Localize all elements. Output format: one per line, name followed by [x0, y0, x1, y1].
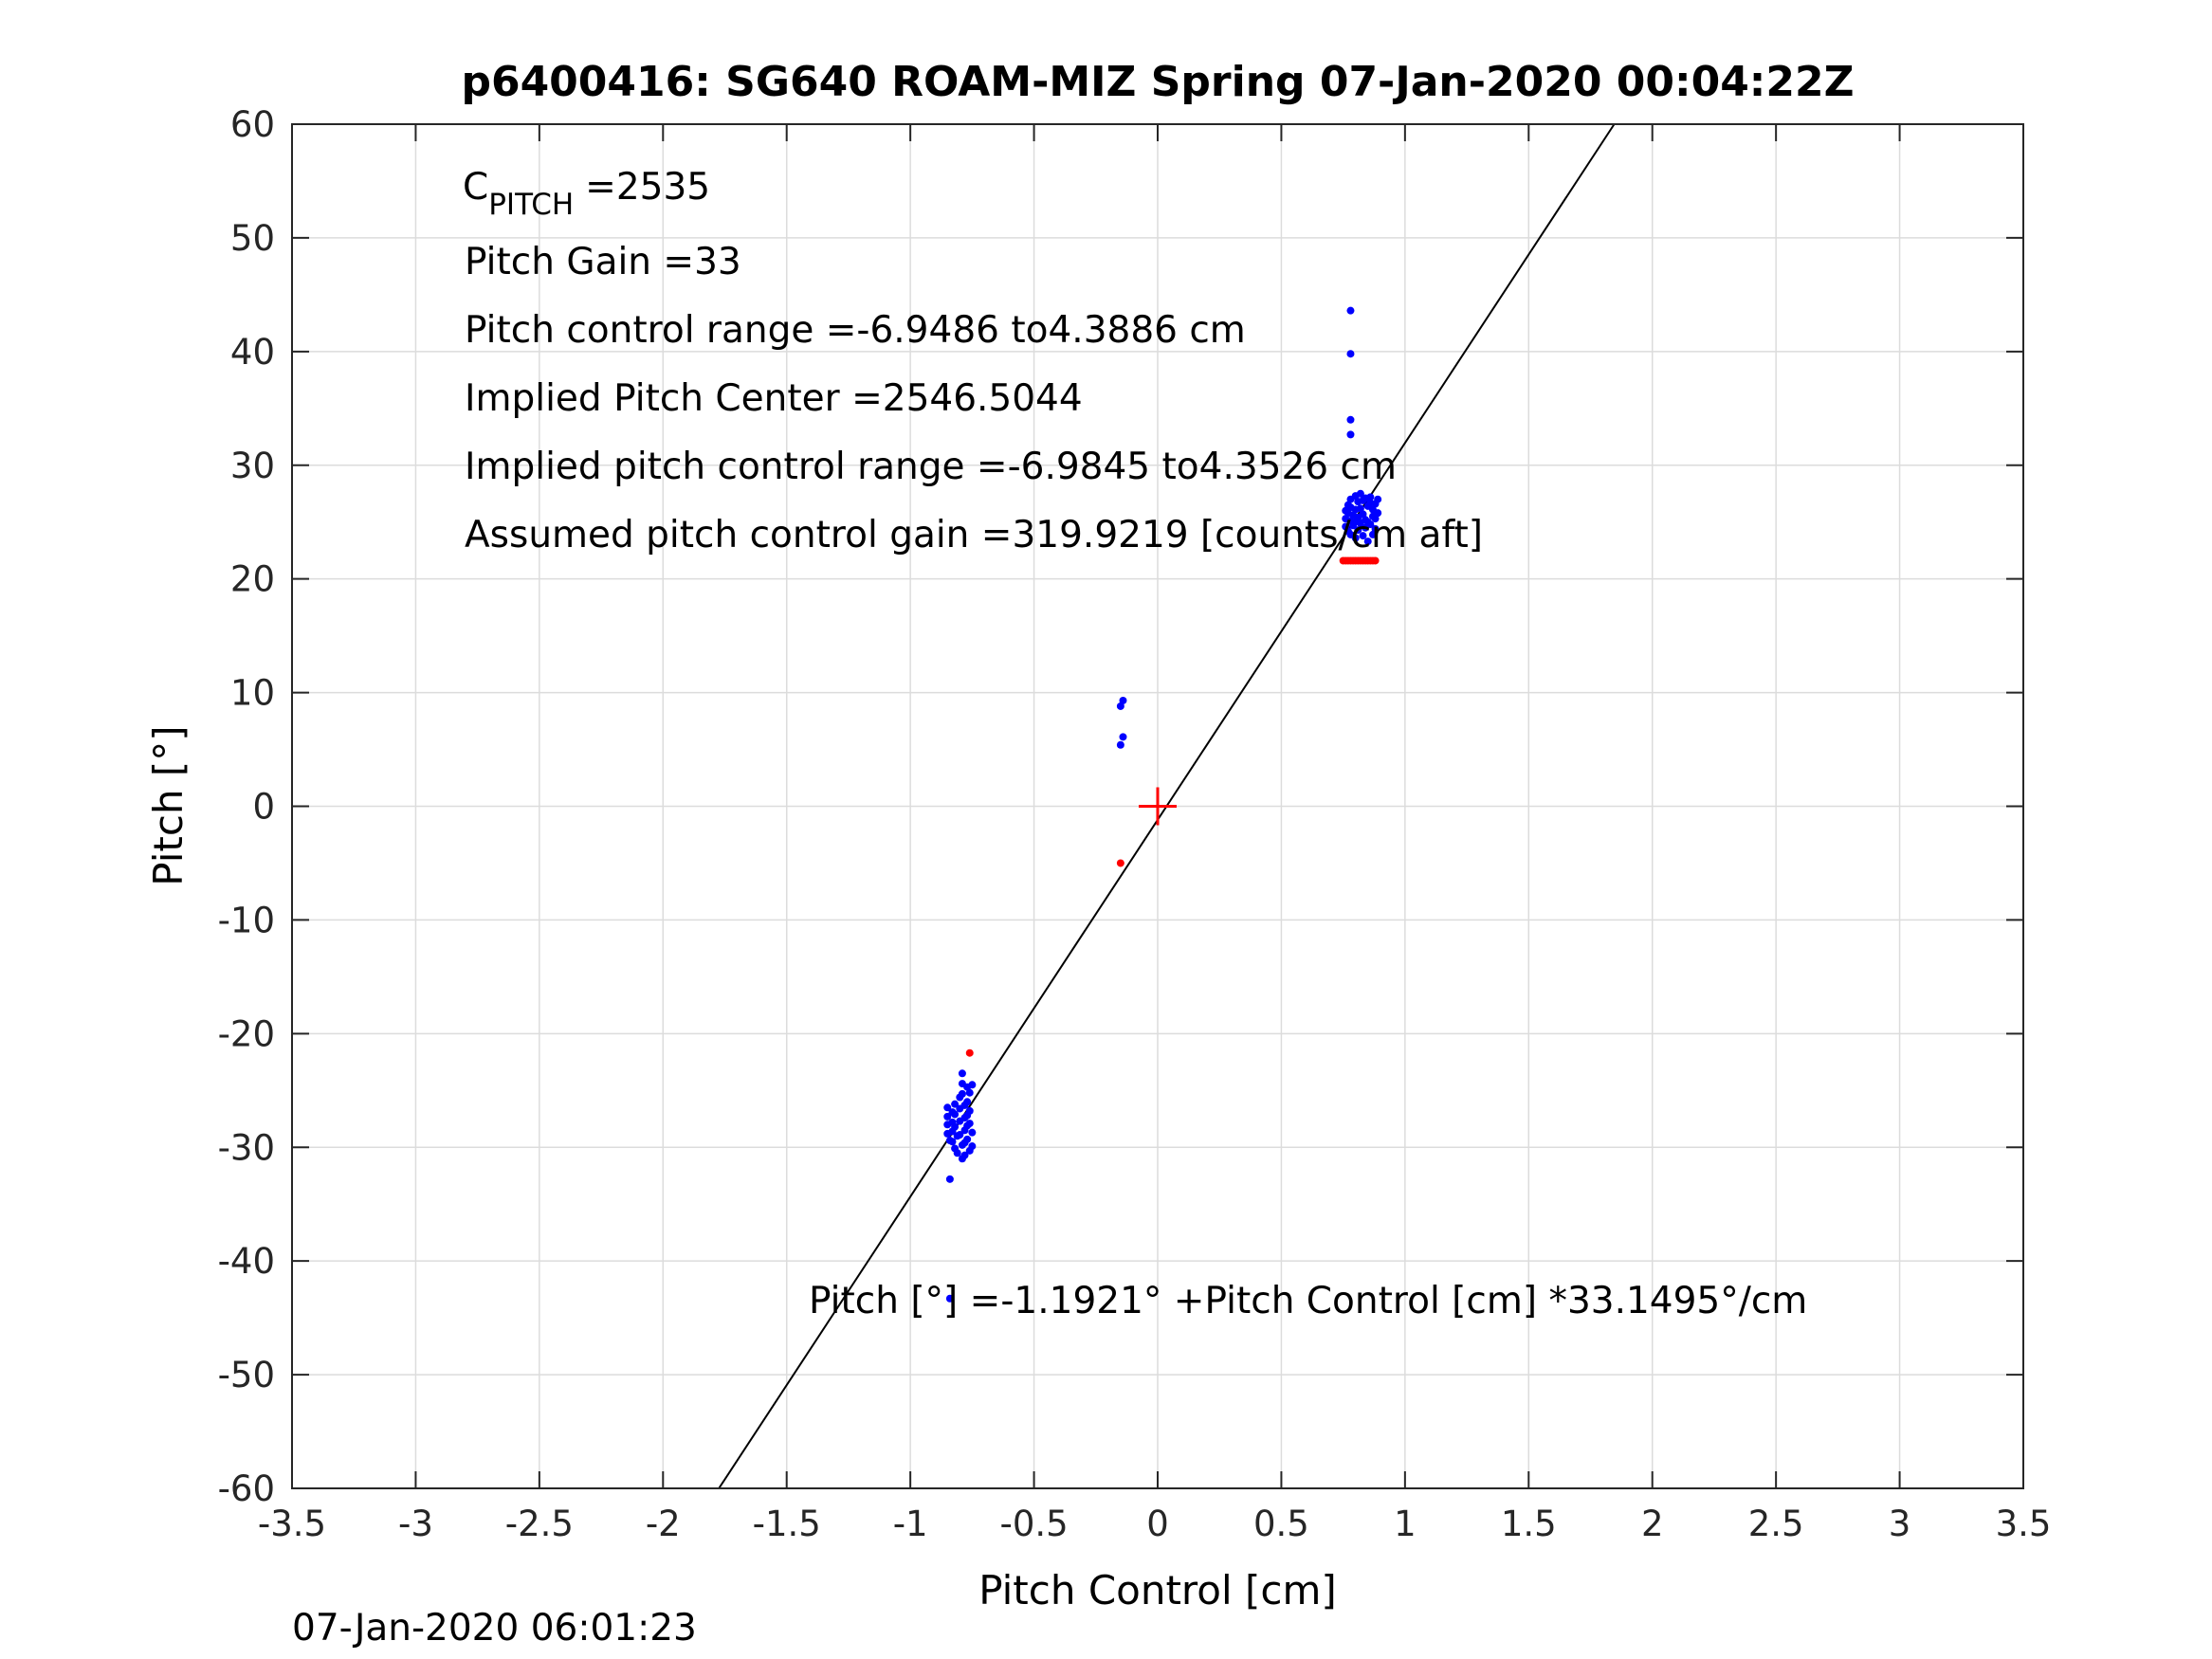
- y-tick-label: -30: [218, 1127, 275, 1168]
- blue-data-point: [965, 1120, 974, 1128]
- blue-data-point: [943, 1103, 952, 1112]
- blue-data-point: [1346, 415, 1355, 424]
- blue-data-point: [951, 1110, 960, 1119]
- blue-data-point: [1116, 740, 1124, 749]
- x-tick-label: -2.5: [505, 1504, 574, 1544]
- blue-data-point: [968, 1081, 977, 1089]
- blue-data-point: [960, 1151, 969, 1159]
- x-tick-label: -0.5: [999, 1504, 1068, 1544]
- annotation-cpitch: CPITCH =2535: [463, 166, 710, 222]
- y-tick-label: 20: [230, 559, 275, 600]
- tick-labels: -3.5 -3 -2.5 -2 -1.5 -1 -0.5 0 0.5 1 1.5 2 2.5 3 3.5 -6…: [218, 104, 2052, 1544]
- red-data-point: [965, 1048, 974, 1057]
- blue-data-point: [1359, 510, 1367, 519]
- blue-data-point: [1116, 702, 1124, 710]
- blue-data-point: [945, 1175, 954, 1183]
- y-tick-label: 50: [230, 218, 275, 259]
- x-tick-label: -1.5: [753, 1504, 821, 1544]
- annotation-cpitch-value: =2535: [585, 166, 710, 209]
- center-marker-group: [1139, 787, 1177, 826]
- x-tick-label: -3: [398, 1504, 433, 1544]
- blue-data-point: [1346, 350, 1355, 358]
- annotation-pitch-control-range: Pitch control range =-6.9486 to4.3886 cm: [465, 309, 1246, 352]
- blue-data-point: [951, 1100, 960, 1108]
- blue-data-point: [1354, 526, 1362, 535]
- y-tick-label: 60: [230, 104, 275, 145]
- blue-data-point: [958, 1089, 966, 1098]
- blue-data-point: [1346, 306, 1355, 315]
- x-tick-label: 1: [1394, 1504, 1417, 1544]
- y-tick-label: 30: [230, 446, 275, 486]
- x-tick-label: -1: [893, 1504, 928, 1544]
- blue-data-point: [943, 1112, 952, 1121]
- footer-timestamp: 07-Jan-2020 06:01:23: [292, 1607, 697, 1650]
- blue-data-point: [968, 1128, 977, 1137]
- scatter-points: [943, 306, 1382, 1303]
- blue-data-point: [965, 1088, 974, 1097]
- blue-data-point: [1351, 534, 1360, 542]
- x-tick-label: 1.5: [1501, 1504, 1557, 1544]
- blue-data-point: [1359, 532, 1367, 540]
- annotation-cpitch-subscript: PITCH: [488, 188, 574, 222]
- annotation-implied-pitch-center: Implied Pitch Center =2546.5044: [465, 377, 1083, 420]
- x-tick-label: 2: [1641, 1504, 1664, 1544]
- blue-data-point: [1356, 504, 1364, 513]
- blue-data-point: [951, 1122, 960, 1131]
- blue-data-point: [956, 1131, 964, 1139]
- red-data-point: [1116, 859, 1124, 867]
- y-tick-label: -40: [218, 1241, 275, 1282]
- blue-data-point: [1119, 696, 1127, 704]
- x-tick-label: 0.5: [1253, 1504, 1309, 1544]
- x-axis-label: Pitch Control [cm]: [978, 1567, 1337, 1613]
- blue-data-point: [945, 1294, 954, 1303]
- y-tick-label: 40: [230, 332, 275, 373]
- blue-data-point: [1346, 430, 1355, 439]
- blue-data-point: [958, 1069, 966, 1078]
- annotation-cpitch-base: C: [463, 166, 488, 209]
- y-tick-label: -20: [218, 1013, 275, 1054]
- blue-data-point: [965, 1106, 974, 1115]
- blue-data-point: [1371, 524, 1380, 533]
- blue-data-point: [948, 1138, 957, 1146]
- blue-data-point: [963, 1135, 972, 1143]
- y-tick-label: -60: [218, 1468, 275, 1509]
- blue-data-point: [1374, 495, 1382, 503]
- x-tick-label: -3.5: [258, 1504, 326, 1544]
- x-tick-label: -2: [646, 1504, 681, 1544]
- blue-data-point: [1363, 538, 1372, 546]
- y-axis-label: Pitch [°]: [145, 725, 192, 885]
- y-tick-label: -50: [218, 1355, 275, 1395]
- blue-data-point: [1371, 515, 1380, 523]
- x-tick-label: 2.5: [1748, 1504, 1804, 1544]
- red-data-point: [1371, 556, 1380, 565]
- axis-ticks: [291, 123, 2024, 1489]
- y-tick-label: 10: [230, 673, 275, 714]
- blue-data-point: [1366, 493, 1375, 501]
- annotation-assumed-pitch-control-gain: Assumed pitch control gain =319.9219 [co…: [465, 514, 1483, 556]
- blue-data-point: [1368, 530, 1377, 538]
- blue-data-point: [963, 1098, 972, 1106]
- fit-equation-label: Pitch [°] =-1.1921° +Pitch Control [cm] …: [809, 1280, 1807, 1322]
- blue-data-point: [1356, 489, 1364, 498]
- y-tick-label: -10: [218, 900, 275, 940]
- blue-data-point: [1366, 520, 1375, 529]
- x-tick-label: 0: [1146, 1504, 1169, 1544]
- x-tick-label: 3.5: [1996, 1504, 2052, 1544]
- annotation-implied-pitch-control-range: Implied pitch control range =-6.9845 to4…: [465, 446, 1397, 488]
- annotation-pitch-gain: Pitch Gain =33: [465, 241, 741, 283]
- blue-data-point: [1374, 509, 1382, 518]
- y-tick-label: 0: [252, 787, 275, 828]
- x-tick-label: 3: [1889, 1504, 1911, 1544]
- blue-data-point: [953, 1149, 961, 1158]
- blue-data-point: [968, 1142, 977, 1151]
- blue-data-point: [1119, 733, 1127, 741]
- chart-title: p6400416: SG640 ROAM-MIZ Spring 07-Jan-2…: [461, 58, 1854, 106]
